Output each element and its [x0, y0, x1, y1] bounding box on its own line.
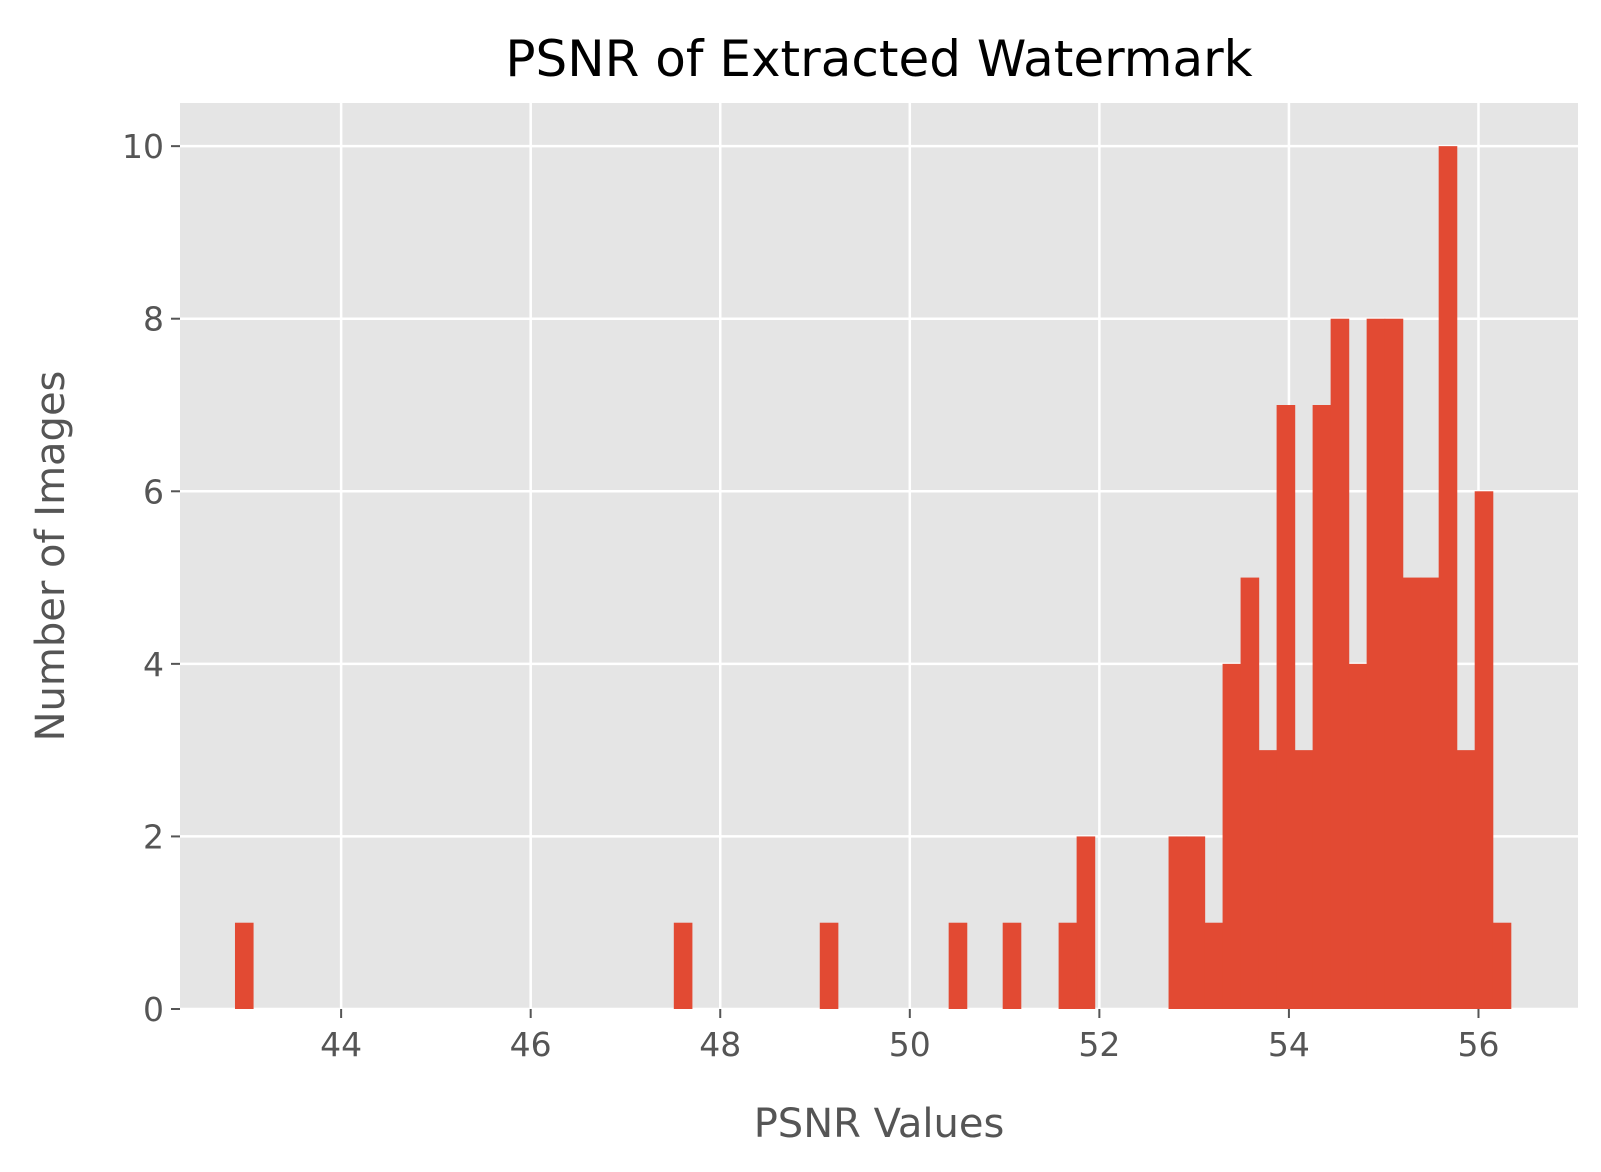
- x-tick-label: 50: [889, 1025, 931, 1064]
- y-axis-ticks: 0 2 4 6 8 10: [122, 127, 180, 1029]
- histogram-bar: [1420, 577, 1440, 1009]
- x-tick-label: 48: [699, 1025, 741, 1064]
- x-tick-label: 44: [320, 1025, 362, 1064]
- x-tick-label: 56: [1457, 1025, 1499, 1064]
- histogram-bar: [234, 922, 254, 1009]
- y-tick-label: 0: [143, 990, 164, 1029]
- histogram-bar: [948, 922, 968, 1009]
- histogram-bar: [1204, 922, 1224, 1009]
- histogram-bar: [1058, 922, 1078, 1009]
- histogram-bar: [1076, 836, 1096, 1009]
- histogram-bar: [1348, 663, 1368, 1009]
- y-tick-label: 10: [122, 127, 164, 166]
- histogram-bar: [1222, 663, 1242, 1009]
- histogram-bar: [1240, 577, 1260, 1009]
- x-tick-label: 54: [1268, 1025, 1310, 1064]
- histogram-bar: [1366, 318, 1386, 1009]
- histogram-bar: [1186, 836, 1206, 1009]
- histogram-bar: [1312, 405, 1332, 1009]
- y-tick-label: 8: [143, 300, 164, 339]
- histogram-bars: [234, 146, 1512, 1010]
- x-axis-label: PSNR Values: [754, 1101, 1005, 1147]
- histogram-bar: [673, 922, 693, 1009]
- histogram-bar: [1492, 922, 1512, 1009]
- histogram-bar: [1474, 491, 1494, 1009]
- histogram-bar: [1330, 318, 1350, 1009]
- histogram-bar: [819, 922, 839, 1009]
- y-axis-label: Number of Images: [28, 371, 74, 742]
- y-tick-label: 6: [143, 472, 164, 511]
- histogram-bar: [1438, 146, 1458, 1010]
- histogram-bar: [1384, 318, 1404, 1009]
- histogram-bar: [1456, 750, 1476, 1009]
- x-tick-label: 52: [1078, 1025, 1120, 1064]
- x-tick-label: 46: [510, 1025, 552, 1064]
- histogram-bar: [1168, 836, 1188, 1009]
- histogram-bar: [1276, 405, 1296, 1009]
- chart-title: PSNR of Extracted Watermark: [505, 30, 1252, 88]
- histogram-bar: [1258, 750, 1278, 1009]
- y-tick-label: 2: [143, 817, 164, 856]
- histogram-bar: [1402, 577, 1422, 1009]
- histogram-bar: [1002, 922, 1022, 1009]
- histogram-bar: [1294, 750, 1314, 1009]
- x-axis-ticks: 44 46 48 50 52 54 56: [320, 1009, 1499, 1064]
- y-tick-label: 4: [143, 645, 164, 684]
